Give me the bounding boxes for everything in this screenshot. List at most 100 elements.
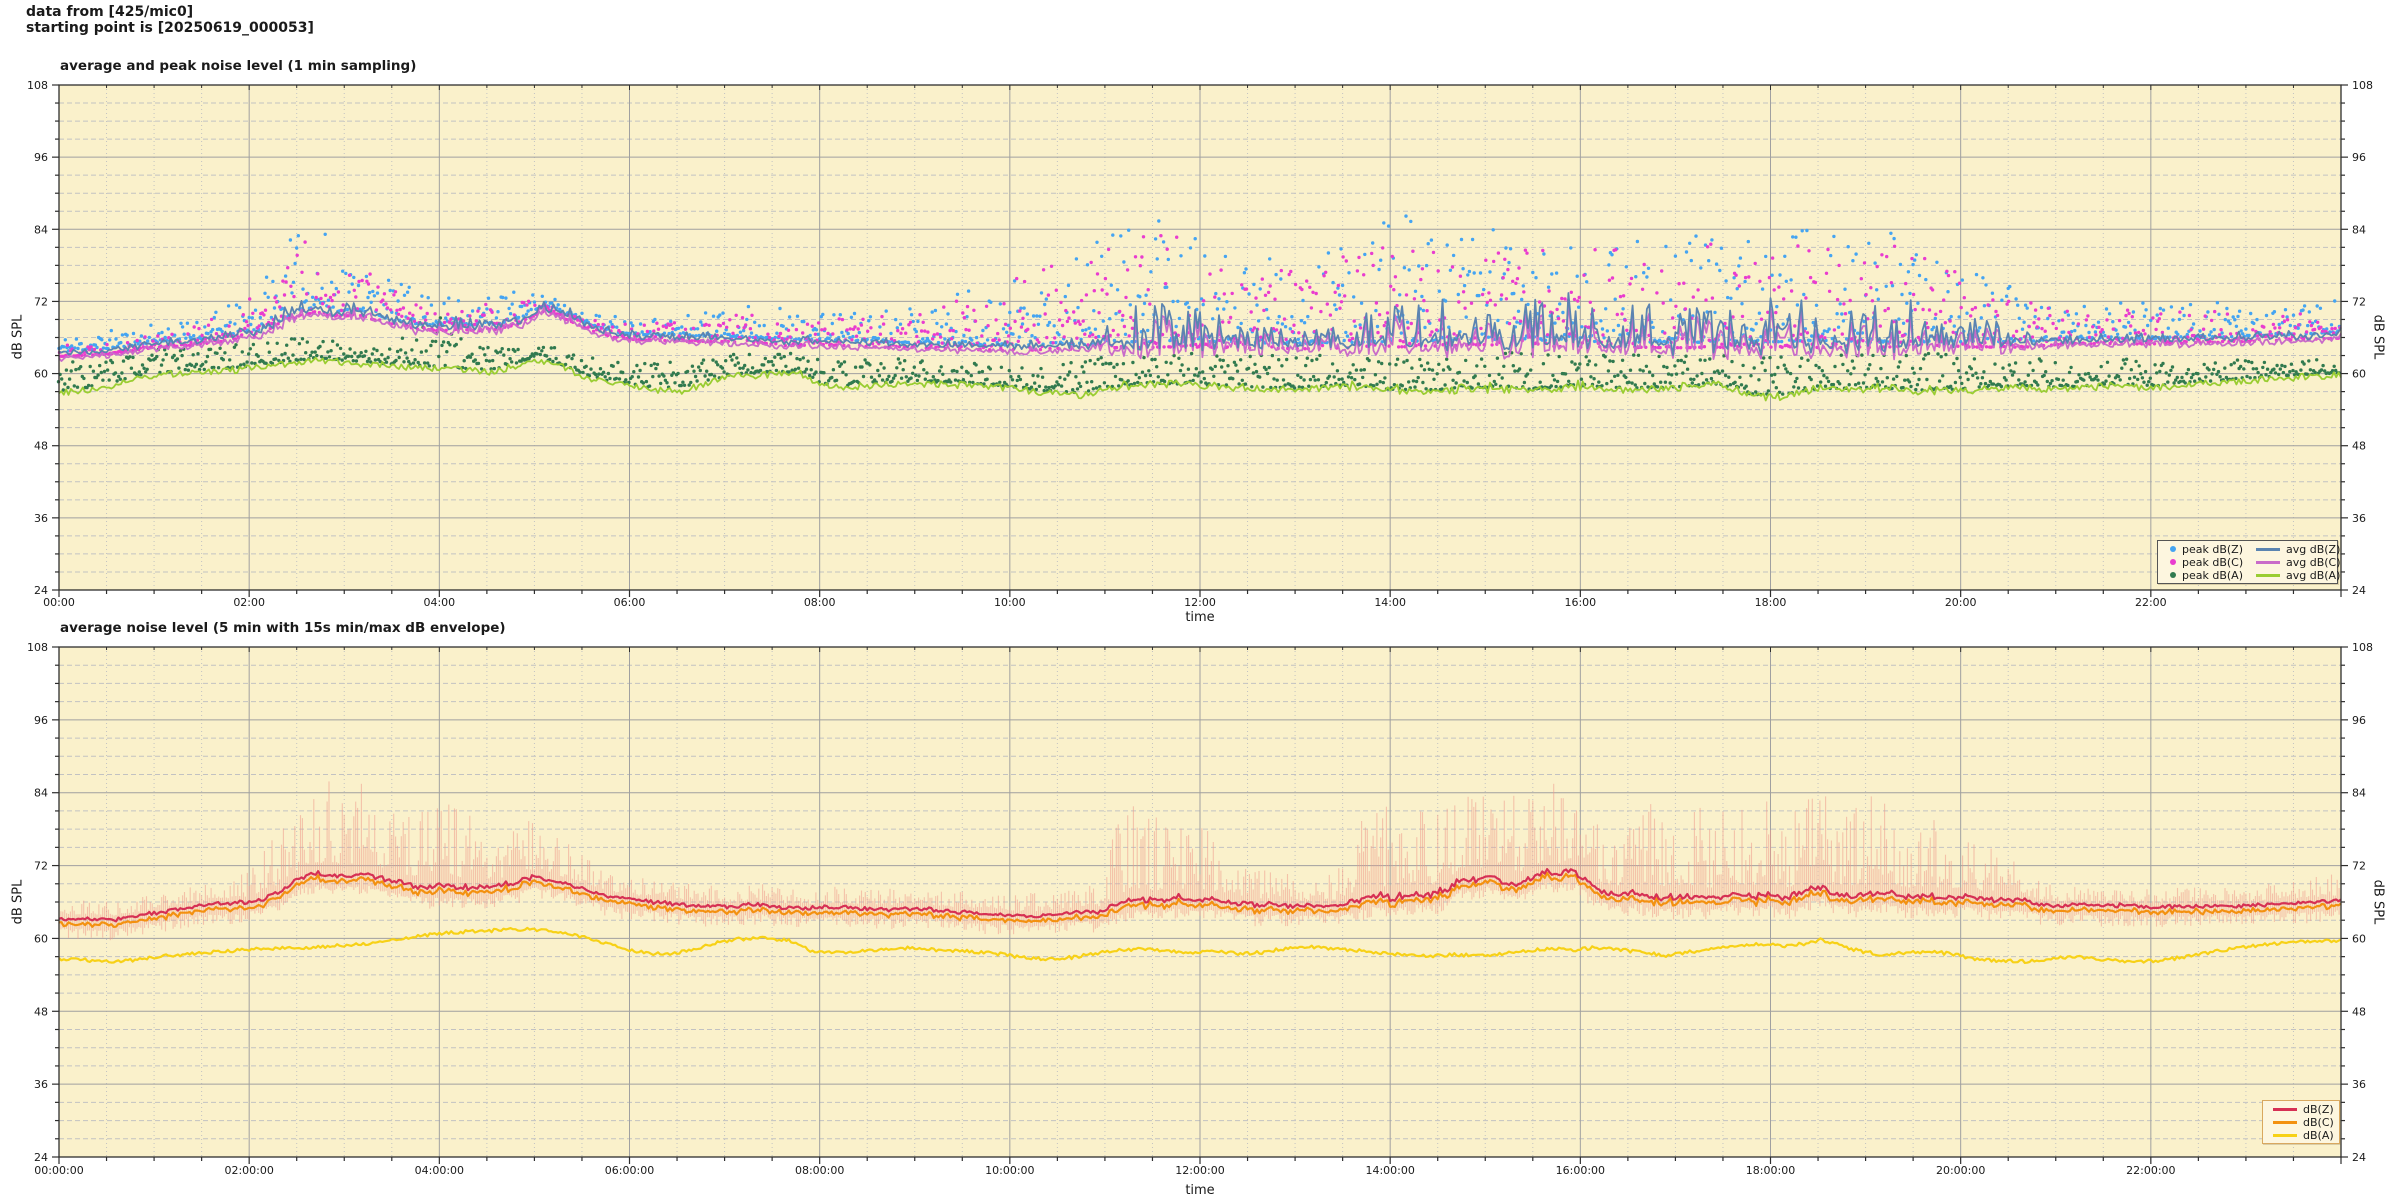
bottom-chart-ytick-label-right: 96	[2352, 714, 2366, 727]
top-chart-xtick-label: 22:00	[2135, 596, 2167, 609]
top-chart-ylabel-left: dB SPL	[10, 314, 26, 360]
bottom-chart-xtick-label: 08:00:00	[795, 1164, 844, 1177]
top-chart-ytick-label-left: 84	[34, 223, 48, 236]
bottom-chart-legend: dB(Z) dB(C) dB(A)	[2262, 1100, 2340, 1144]
top-chart-ytick-label-right: 108	[2352, 79, 2373, 92]
top-chart-ytick-label-left: 72	[34, 295, 48, 308]
top-chart-xtick-label: 10:00	[994, 596, 1026, 609]
bottom-chart-title: average noise level (5 min with 15s min/…	[60, 620, 506, 636]
legend-entry: peak dB(C)	[2162, 556, 2250, 569]
legend-dot-swatch	[2170, 559, 2176, 565]
bottom-chart-xtick-label: 02:00:00	[224, 1164, 273, 1177]
bottom-chart-ytick-label-right: 108	[2352, 641, 2373, 654]
top-chart-ytick-label-right: 48	[2352, 440, 2366, 453]
bottom-chart-ytick-label-right: 48	[2352, 1005, 2366, 1018]
bottom-chart-xtick-label: 04:00:00	[415, 1164, 464, 1177]
top-chart-axes	[52, 84, 2348, 597]
top-chart-xtick-label: 14:00	[1374, 596, 1406, 609]
bottom-chart-xtick-label: 22:00:00	[2126, 1164, 2175, 1177]
bottom-chart-ytick-label-right: 72	[2352, 860, 2366, 873]
top-chart-ylabel-right: dB SPL	[2370, 314, 2386, 360]
bottom-chart-xtick-label: 16:00:00	[1556, 1164, 1605, 1177]
bottom-chart-ytick-label-right: 24	[2352, 1151, 2366, 1164]
legend-entry: dB(A)	[2267, 1129, 2337, 1142]
top-chart-ytick-label-right: 84	[2352, 223, 2366, 236]
legend-label: peak dB(C)	[2182, 555, 2244, 569]
top-chart-ytick-label-right: 72	[2352, 295, 2366, 308]
legend-line-swatch	[2256, 573, 2280, 577]
bottom-chart-ylabel-right: dB SPL	[2370, 879, 2386, 925]
top-chart-xlabel: time	[1185, 610, 1215, 625]
dbz	[58, 867, 2342, 923]
top-chart-xtick-label: 02:00	[233, 596, 265, 609]
bottom-chart-ytick-label-left: 48	[34, 1005, 48, 1018]
bottom-chart-xlabel: time	[1185, 1183, 1215, 1198]
top-chart-ytick-label-left: 48	[34, 440, 48, 453]
legend-scatter-column: peak dB(Z) peak dB(C) peak dB(A)	[2162, 543, 2250, 582]
bottom-chart-ytick-label-right: 84	[2352, 787, 2366, 800]
bottom-chart-ytick-label-left: 24	[34, 1151, 48, 1164]
header-line-1: data from [425/mic0]	[26, 4, 194, 20]
top-chart-ytick-label-right: 60	[2352, 368, 2366, 381]
top-chart-xtick-label: 06:00	[614, 596, 646, 609]
top-chart-xtick-label: 00:00	[43, 596, 75, 609]
top-chart-ytick-label-left: 24	[34, 584, 48, 597]
dbc-line	[58, 871, 2342, 929]
legend-entry: avg dB(Z)	[2250, 543, 2340, 556]
bottom-chart-xtick-label: 12:00:00	[1175, 1164, 1224, 1177]
legend-label: peak dB(Z)	[2182, 542, 2244, 556]
peak-dbz-dots	[57, 214, 2342, 353]
legend-entry: dB(C)	[2267, 1116, 2337, 1129]
top-chart-ytick-label-left: 36	[34, 512, 48, 525]
top-chart-ytick-label-right: 96	[2352, 151, 2366, 164]
dbz-line	[58, 867, 2342, 923]
avg-dbz-line	[58, 292, 2342, 357]
top-chart-ytick-label-left: 108	[27, 79, 48, 92]
top-chart-xtick-label: 04:00	[423, 596, 455, 609]
legend-label: peak dB(A)	[2182, 568, 2243, 582]
top-chart-ytick-label-right: 36	[2352, 512, 2366, 525]
top-chart-ytick-label-left: 96	[34, 151, 48, 164]
legend-label: avg dB(C)	[2286, 555, 2341, 569]
top-chart-tick-labels: 00:00 02:00 04:00 06:00 08:00 10:00 12:00 14:00…	[27, 79, 2373, 609]
avg-dba-line	[58, 356, 2342, 402]
legend-label: avg dB(Z)	[2286, 542, 2341, 556]
top-chart-xtick-label: 08:00	[804, 596, 836, 609]
legend-entry: peak dB(Z)	[2162, 543, 2250, 556]
bottom-chart-ytick-label-left: 96	[34, 714, 48, 727]
legend-dot-swatch	[2170, 572, 2176, 578]
bottom-chart-tick-labels: 00:00:00 02:00:00 04:00:00 06:00:00 08:00:00…	[27, 641, 2373, 1177]
top-chart-xtick-label: 20:00	[1945, 596, 1977, 609]
bottom-chart-ytick-label-left: 60	[34, 932, 48, 945]
top-chart-ytick-label-right: 24	[2352, 584, 2366, 597]
top-chart-legend: peak dB(Z) peak dB(C) peak dB(A) avg dB(Z) a…	[2157, 540, 2341, 584]
avg-dbz	[58, 292, 2342, 357]
bottom-chart-axes	[52, 646, 2348, 1164]
legend-label: dB(C)	[2303, 1115, 2334, 1129]
dba	[58, 926, 2342, 965]
bottom-chart-ytick-label-left: 108	[27, 641, 48, 654]
legend-line-column: avg dB(Z) avg dB(C) avg dB(A)	[2250, 543, 2341, 582]
legend-entry: avg dB(C)	[2250, 556, 2341, 569]
legend-entry: avg dB(A)	[2250, 569, 2340, 582]
dbc	[58, 871, 2342, 929]
top-chart-ytick-label-left: 60	[34, 368, 48, 381]
legend-entry: peak dB(A)	[2162, 569, 2250, 582]
legend-line-swatch	[2273, 1133, 2297, 1137]
bottom-chart-ytick-label-left: 36	[34, 1078, 48, 1091]
bottom-chart-xtick-label: 18:00:00	[1746, 1164, 1795, 1177]
legend-entry: dB(Z)	[2267, 1103, 2337, 1116]
bottom-chart-ytick-label-left: 72	[34, 860, 48, 873]
legend-line-swatch	[2273, 1120, 2297, 1124]
dba-line	[58, 926, 2342, 965]
bottom-chart-ytick-label-right: 36	[2352, 1078, 2366, 1091]
legend-label: dB(Z)	[2303, 1102, 2334, 1116]
bottom-chart-plot: 00:00:00 02:00:00 04:00:00 06:00:00 08:00:00…	[27, 641, 2373, 1177]
bottom-chart-ytick-label-left: 84	[34, 787, 48, 800]
top-chart-xtick-label: 16:00	[1564, 596, 1596, 609]
top-chart-xtick-label: 18:00	[1755, 596, 1787, 609]
bottom-chart-ylabel-left: dB SPL	[10, 879, 26, 925]
bottom-chart-xtick-label: 00:00:00	[34, 1164, 83, 1177]
